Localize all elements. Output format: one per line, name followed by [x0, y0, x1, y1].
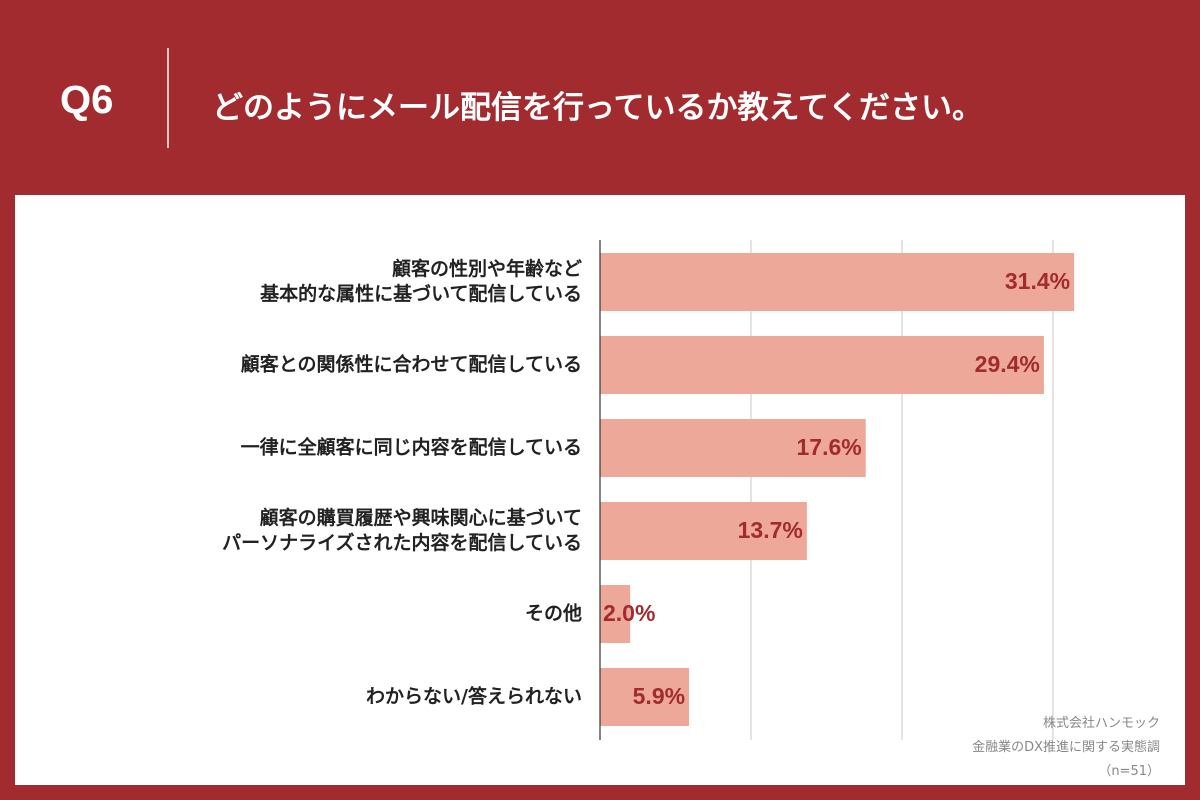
separator	[167, 48, 169, 148]
source-note: 株式会社ハンモック	[1042, 716, 1160, 731]
category-label: わからない/答えられない	[366, 685, 582, 708]
value-label: 5.9%	[633, 683, 685, 709]
source-note: 金融業のDX推進に関する実態調	[972, 740, 1160, 755]
value-label: 29.4%	[975, 351, 1040, 377]
bar	[600, 585, 631, 643]
value-label: 31.4%	[1005, 268, 1070, 294]
category-label: 顧客との関係性に合わせて配信している	[240, 353, 582, 376]
question-label: Q6	[60, 78, 114, 122]
bar	[600, 253, 1075, 311]
category-label: 顧客の性別や年齢など 基本的な属性に基づいて配信している	[260, 258, 582, 305]
bar	[600, 336, 1044, 394]
category-label: その他	[524, 602, 582, 625]
bar	[600, 419, 866, 477]
bar	[600, 502, 807, 560]
category-label: 一律に全顧客に同じ内容を配信している	[240, 436, 582, 459]
value-label: 17.6%	[797, 434, 862, 460]
value-label: 2.0%	[603, 600, 655, 626]
value-label: 13.7%	[738, 517, 803, 543]
question-title: どのようにメール配信を行っているか教えてください。	[212, 90, 983, 126]
source-note: （n=51）	[1098, 764, 1160, 779]
category-label: 顧客の購買履歴や興味関心に基づいて パーソナライズされた内容を配信している	[222, 507, 582, 554]
bar	[600, 668, 690, 726]
